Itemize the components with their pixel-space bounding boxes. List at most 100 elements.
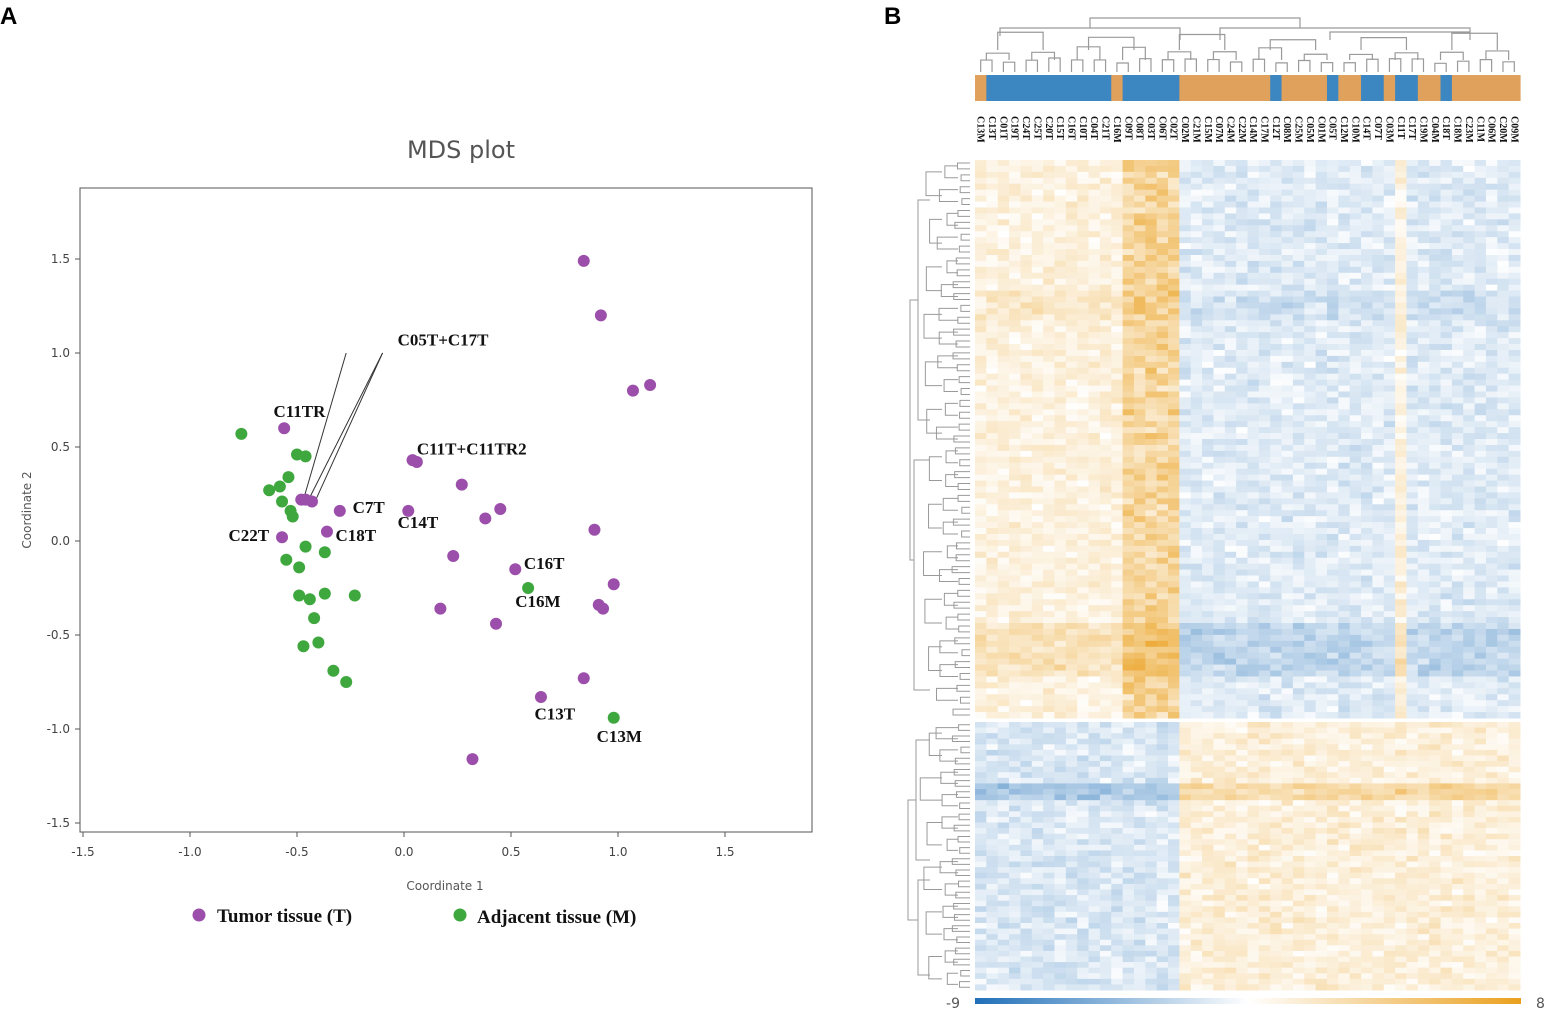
heat-cell xyxy=(997,700,1010,707)
heat-cell xyxy=(1077,522,1090,529)
heat-cell xyxy=(1020,332,1033,339)
heat-cell xyxy=(1009,338,1021,345)
heat-cell xyxy=(1168,320,1180,327)
heat-cell xyxy=(1156,510,1169,517)
heat-cell xyxy=(1077,254,1090,262)
heat-cell xyxy=(1326,409,1339,416)
heat-cell xyxy=(1145,379,1158,387)
heat-cell xyxy=(1304,355,1317,363)
heat-cell xyxy=(1474,744,1487,751)
heat-cell xyxy=(1485,320,1498,327)
heat-cell xyxy=(1099,569,1112,577)
heat-cell xyxy=(1224,326,1237,333)
heat-cell xyxy=(1417,427,1430,434)
heat-cell xyxy=(1133,688,1146,695)
heat-cell xyxy=(1099,349,1112,357)
heat-cell xyxy=(1417,308,1430,315)
heat-cell xyxy=(986,738,999,745)
heat-cell xyxy=(1395,207,1407,214)
heat-cell xyxy=(1247,462,1260,470)
tumor-point xyxy=(276,531,289,544)
heat-cell xyxy=(1270,733,1283,740)
heat-cell xyxy=(997,563,1010,571)
heat-cell xyxy=(1281,504,1294,511)
heat-cell xyxy=(997,397,1010,404)
heat-cell xyxy=(1247,533,1260,541)
heat-cell xyxy=(1179,528,1192,535)
heat-cell xyxy=(1349,314,1362,321)
heat-cell xyxy=(1213,290,1226,298)
heat-cell xyxy=(1349,397,1362,404)
heat-cell xyxy=(1179,682,1192,689)
heat-cell xyxy=(1349,237,1362,244)
heat-cell xyxy=(997,421,1010,428)
heat-cell xyxy=(997,611,1010,618)
heat-cell xyxy=(1508,504,1521,511)
heat-cell xyxy=(997,738,1010,745)
heat-cell xyxy=(1326,332,1339,339)
heat-cell xyxy=(1088,486,1101,493)
heat-cell xyxy=(1349,302,1362,309)
heat-cell xyxy=(1145,670,1158,677)
heat-cell xyxy=(1179,421,1192,428)
heat-cell xyxy=(1429,664,1442,672)
heat-cell xyxy=(1463,462,1476,470)
heat-cell xyxy=(1372,504,1385,511)
heat-cell xyxy=(1474,498,1487,505)
heat-cell xyxy=(1224,231,1237,238)
heat-cell xyxy=(1054,231,1067,238)
heat-cell xyxy=(1168,700,1180,707)
heat-cell xyxy=(1281,611,1294,618)
heat-cell xyxy=(1281,623,1294,630)
heat-cell xyxy=(1361,361,1373,369)
heat-cell xyxy=(1304,254,1317,262)
heat-cell xyxy=(1383,628,1396,636)
heat-cell xyxy=(1213,688,1226,695)
heat-cell xyxy=(1281,700,1294,707)
heat-cell xyxy=(1372,373,1385,381)
heat-cell xyxy=(1077,670,1090,677)
heat-cell xyxy=(1338,462,1351,470)
heat-cell xyxy=(1292,688,1305,695)
heat-cell xyxy=(1497,474,1510,482)
heat-cell xyxy=(1020,533,1033,541)
heat-cell xyxy=(1440,727,1453,734)
heat-cell xyxy=(1054,320,1067,327)
heat-cell xyxy=(1485,533,1498,541)
heat-cell xyxy=(1009,617,1021,624)
heat-cell xyxy=(1508,302,1521,309)
heat-cell xyxy=(1224,480,1237,487)
heat-cell xyxy=(1406,213,1419,220)
heat-cell xyxy=(1224,219,1237,226)
heat-cell xyxy=(997,727,1010,734)
heat-cell xyxy=(1338,177,1351,185)
heat-cell xyxy=(1440,557,1453,565)
heat-cell xyxy=(1429,450,1442,458)
heat-cell xyxy=(1474,551,1487,559)
heat-cell xyxy=(1258,682,1271,689)
heat-cell xyxy=(1497,480,1510,487)
heat-cell xyxy=(1383,593,1396,600)
heat-cell xyxy=(1179,326,1192,333)
heat-cell xyxy=(1236,462,1248,470)
heat-cell xyxy=(1190,165,1203,173)
heat-cell xyxy=(1440,706,1453,713)
heat-cell xyxy=(1326,427,1339,434)
heat-cell xyxy=(1020,165,1033,173)
heat-cell xyxy=(1451,599,1464,606)
heat-cell xyxy=(1020,492,1033,499)
heat-cell xyxy=(1168,183,1180,191)
heat-cell xyxy=(1224,581,1237,588)
heat-cell xyxy=(1122,302,1135,309)
heat-cell xyxy=(1440,349,1453,357)
heat-cell xyxy=(1270,569,1283,577)
heat-cell xyxy=(1270,160,1283,167)
heat-cell xyxy=(1304,462,1317,470)
row-dendrogram-lines xyxy=(907,162,970,988)
heat-cell xyxy=(1326,727,1339,734)
heat-cell xyxy=(1326,326,1339,333)
heat-cell xyxy=(1326,254,1339,262)
heat-cell xyxy=(1451,403,1464,410)
column-label: C08T xyxy=(1134,116,1145,140)
heat-cell xyxy=(1190,266,1203,274)
